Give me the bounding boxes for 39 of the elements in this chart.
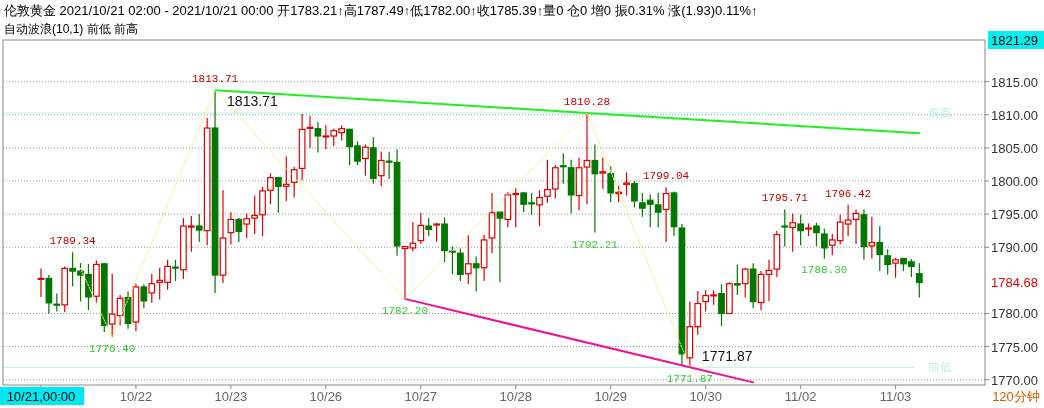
annotation: 1796.42 (825, 187, 872, 200)
annotation: 1792.21 (571, 238, 619, 251)
annotation: 1813.71 (191, 73, 239, 86)
annotation: 1782.20 (381, 304, 429, 317)
y-tick-label: 1790.00 (991, 240, 1038, 256)
annotation: 1776.40 (89, 343, 136, 356)
annotation: 1789.34 (49, 234, 97, 247)
annotation: 1771.87 (666, 373, 713, 385)
x-tick-label: 10/28 (499, 389, 533, 404)
text: 1821.29 (991, 33, 1038, 48)
text: 1784.68 (991, 275, 1038, 291)
y-tick-label: 1805.00 (991, 140, 1038, 156)
x-tick-label: 10/29 (594, 389, 627, 404)
y-tick-label: 1810.00 (991, 107, 1038, 123)
y-tick-label: 1770.00 (991, 372, 1038, 388)
y-tick-label: 1815.00 (991, 74, 1038, 90)
y-tick-label: 1780.00 (991, 306, 1038, 322)
chart-subtitle: 自动波浪(10,1) 前低 前高 (4, 22, 139, 36)
x-tick-label: 10/21,00:00 (6, 389, 76, 404)
text: 120分钟 (992, 389, 1040, 404)
x-tick-label: 10/27 (404, 389, 438, 404)
annotation: 1810.28 (563, 95, 611, 108)
y-tick-label: 1775.00 (991, 339, 1038, 355)
chart-title: 伦敦黄金 2021/10/21 02:00 - 2021/10/21 00:00 开1783.21↑高1787.49↑低1782.00↑收1785.39↑量0 仓0 增0 振0.31% 涨(1.93)0.11%↑ (4, 3, 758, 18)
x-tick-label: 10/23 (214, 389, 248, 404)
ref-line-label: 前低 (928, 360, 952, 375)
annotation: 1795.71 (761, 192, 809, 205)
x-tick-label: 10/26 (309, 389, 343, 404)
data-label: 1771.87 (701, 348, 753, 365)
x-tick-label: 10/30 (689, 389, 722, 404)
y-tick-label: 1795.00 (991, 207, 1038, 223)
ref-line-label: 前高 (928, 105, 952, 120)
y-tick-label: 1800.00 (991, 174, 1038, 190)
data-label: 1813.71 (227, 93, 278, 110)
annotation: 1799.04 (643, 170, 690, 183)
x-tick-label: 10/22 (119, 389, 153, 404)
x-tick-label: 11/02 (784, 389, 817, 404)
x-tick-label: 11/03 (879, 389, 912, 404)
annotation: 1788.30 (801, 264, 848, 277)
